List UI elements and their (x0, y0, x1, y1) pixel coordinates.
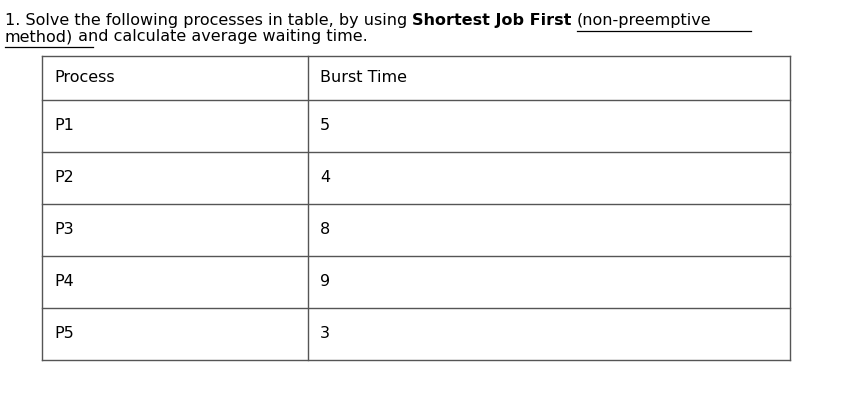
Text: P3: P3 (54, 223, 73, 237)
Text: Burst Time: Burst Time (320, 71, 407, 85)
Text: 9: 9 (320, 275, 330, 290)
Text: 1. Solve the following processes in table, by using: 1. Solve the following processes in tabl… (5, 13, 413, 28)
Text: 3: 3 (320, 326, 330, 342)
Text: method): method) (5, 29, 73, 44)
Text: (non-preemptive: (non-preemptive (577, 13, 711, 28)
Text: Process: Process (54, 71, 115, 85)
Text: 4: 4 (320, 170, 330, 186)
Text: P1: P1 (54, 119, 74, 134)
Text: P4: P4 (54, 275, 74, 290)
Text: P5: P5 (54, 326, 74, 342)
Text: P2: P2 (54, 170, 74, 186)
Text: and calculate average waiting time.: and calculate average waiting time. (73, 29, 368, 44)
Text: 5: 5 (320, 119, 330, 134)
Text: 8: 8 (320, 223, 330, 237)
Text: Shortest Job First: Shortest Job First (413, 13, 572, 28)
